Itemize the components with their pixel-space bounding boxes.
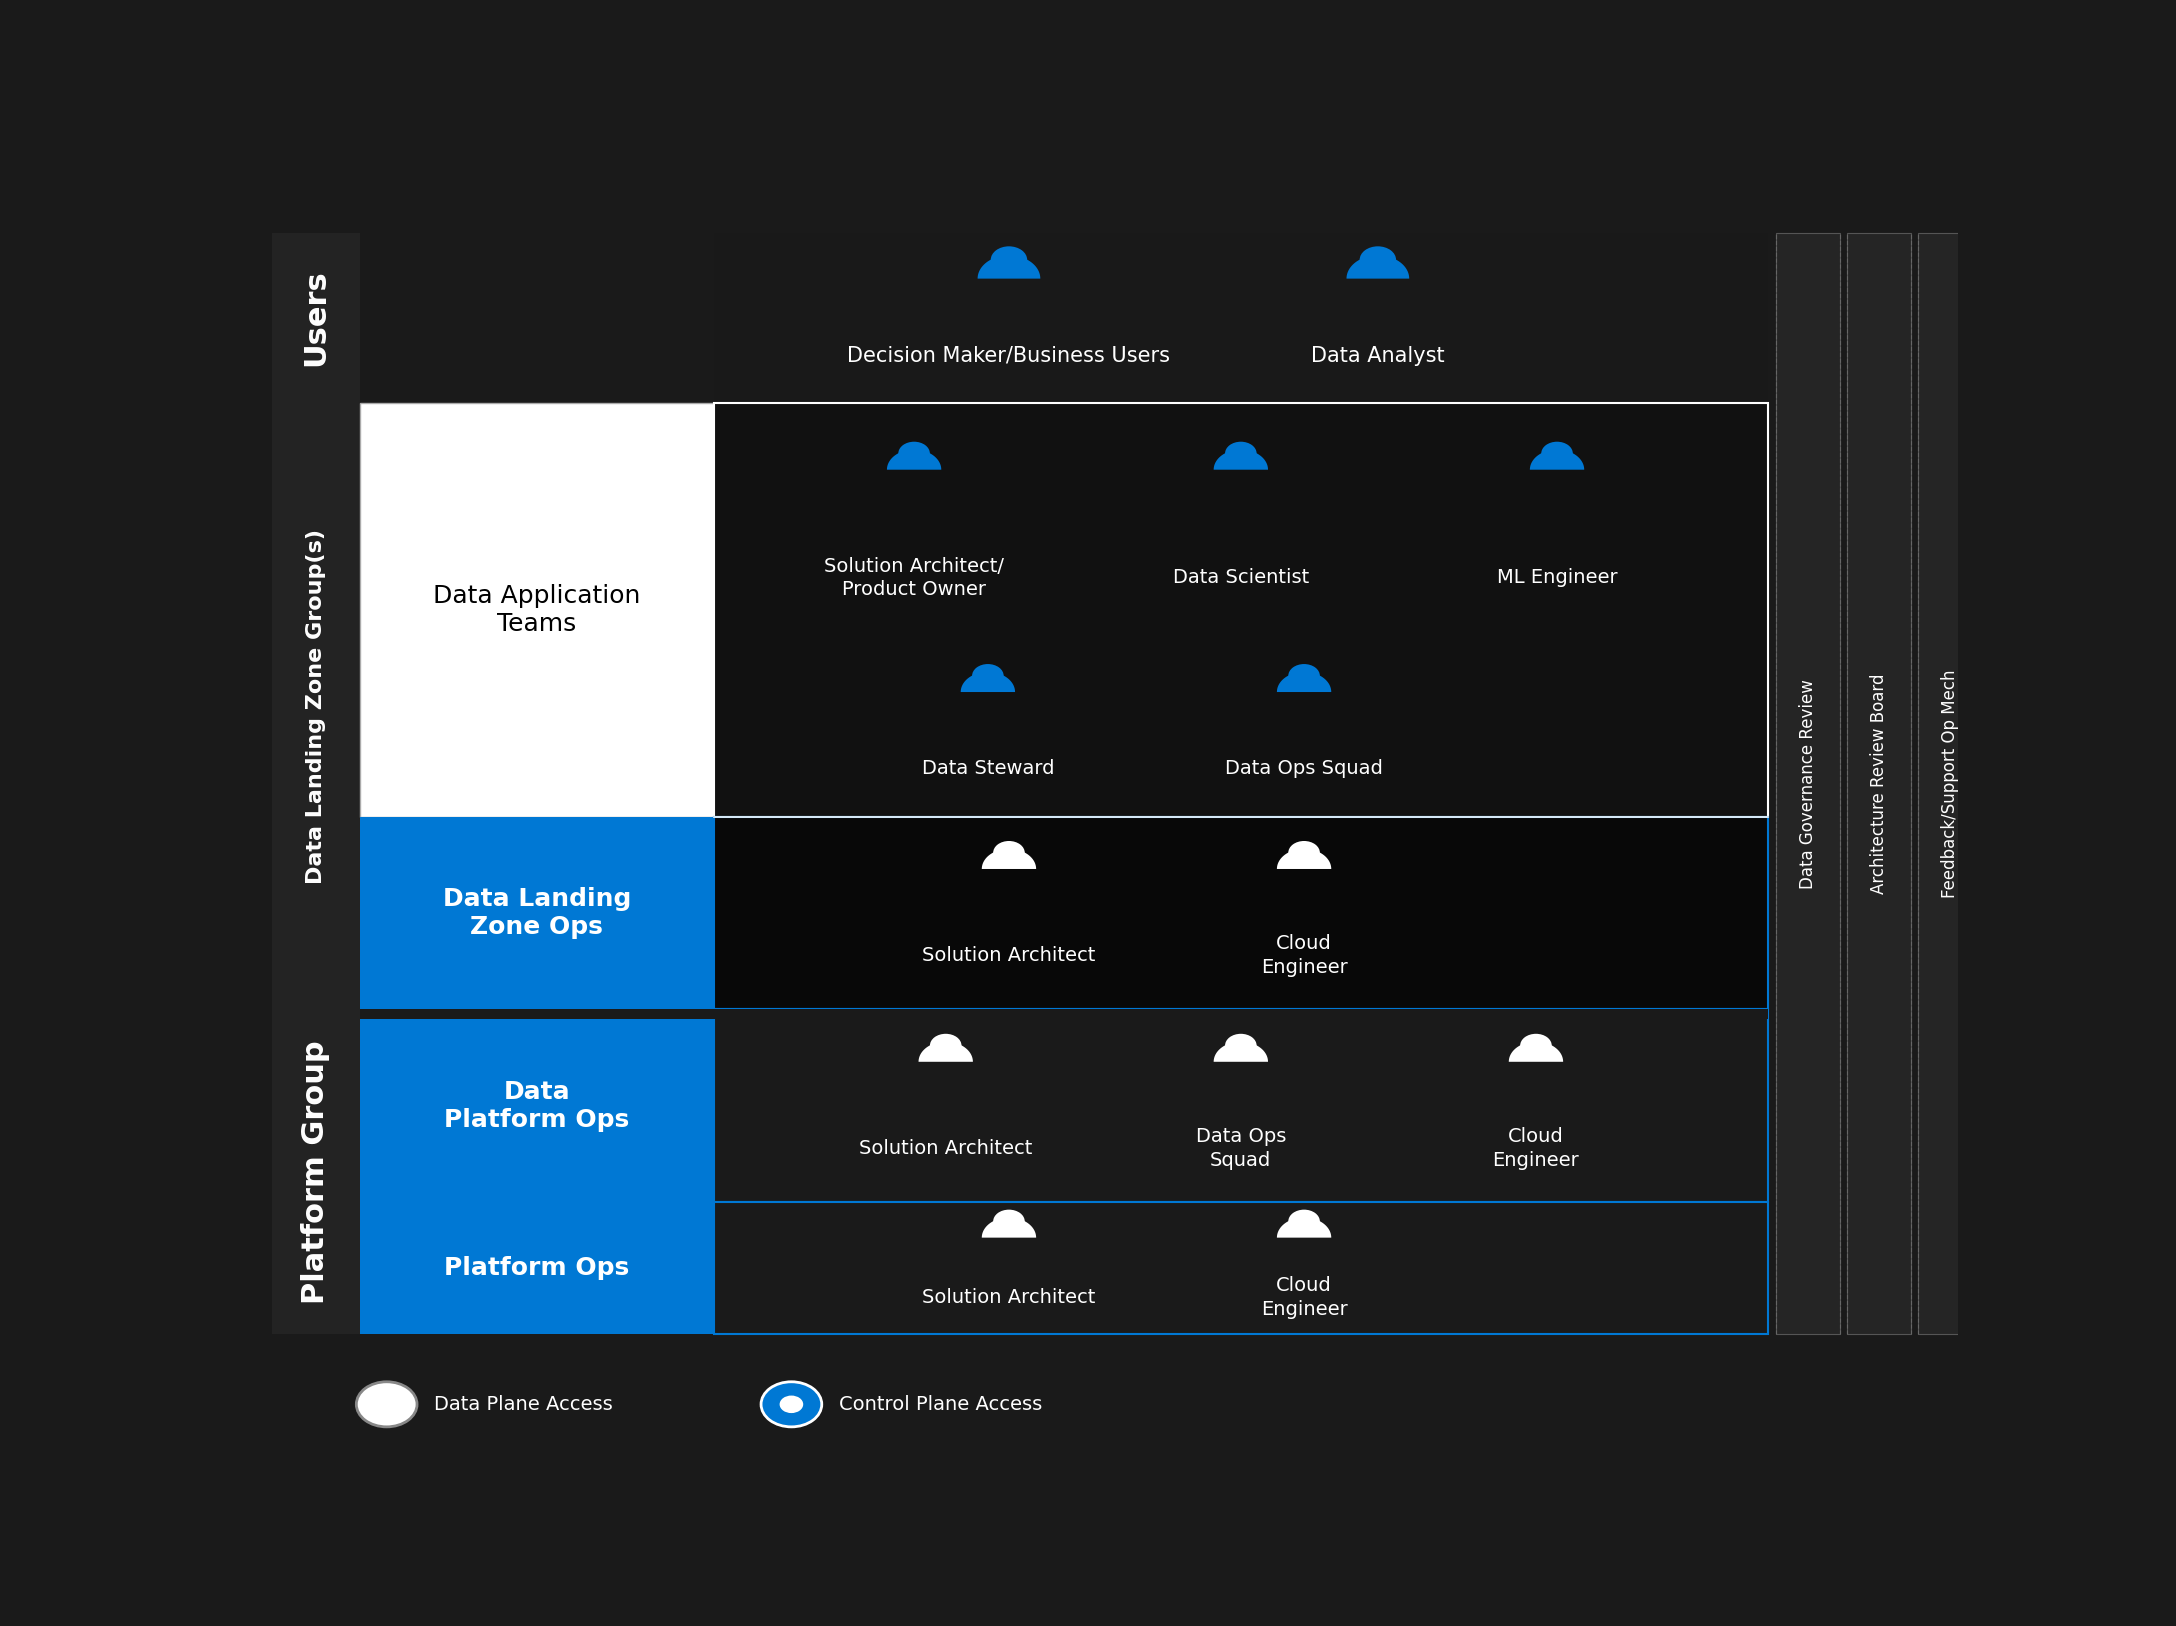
FancyBboxPatch shape: [1847, 233, 1911, 1335]
Text: Data
Platform Ops: Data Platform Ops: [444, 1080, 629, 1132]
FancyBboxPatch shape: [359, 1202, 714, 1335]
Text: Control Plane Access: Control Plane Access: [838, 1395, 1042, 1415]
Text: Cloud
Engineer: Cloud Engineer: [1260, 1276, 1347, 1319]
FancyBboxPatch shape: [359, 233, 714, 1335]
Text: Data Plane Access: Data Plane Access: [433, 1395, 614, 1415]
Text: Platform Group: Platform Group: [300, 1041, 331, 1304]
Circle shape: [929, 1034, 962, 1057]
Text: Solution Architect/
Product Owner: Solution Architect/ Product Owner: [825, 556, 1003, 600]
Circle shape: [973, 663, 1003, 688]
FancyBboxPatch shape: [359, 1010, 714, 1202]
FancyBboxPatch shape: [714, 233, 1767, 403]
Circle shape: [1225, 1034, 1256, 1057]
Text: Cloud
Engineer: Cloud Engineer: [1493, 1127, 1580, 1169]
Polygon shape: [1277, 849, 1332, 868]
Polygon shape: [1214, 449, 1269, 470]
FancyBboxPatch shape: [272, 1010, 359, 1335]
Text: Data Analyst: Data Analyst: [1312, 346, 1445, 366]
FancyBboxPatch shape: [359, 816, 714, 1010]
Text: ML Engineer: ML Engineer: [1497, 569, 1617, 587]
FancyBboxPatch shape: [272, 233, 359, 403]
Circle shape: [1288, 841, 1321, 865]
Polygon shape: [981, 1218, 1036, 1237]
FancyBboxPatch shape: [1917, 233, 1982, 1335]
Circle shape: [990, 246, 1027, 273]
Text: Solution Architect: Solution Architect: [923, 1288, 1097, 1307]
Text: Platform Ops: Platform Ops: [444, 1257, 629, 1280]
Circle shape: [1360, 246, 1397, 273]
Circle shape: [357, 1382, 418, 1428]
Circle shape: [1288, 1210, 1321, 1233]
Polygon shape: [1347, 255, 1410, 278]
Text: Feedback/Support Op Mech: Feedback/Support Op Mech: [1941, 670, 1958, 898]
Polygon shape: [1214, 1042, 1269, 1062]
Circle shape: [762, 1382, 823, 1428]
Text: Data Scientist: Data Scientist: [1173, 569, 1310, 587]
Circle shape: [1541, 442, 1573, 465]
Text: Architecture Review Board: Architecture Review Board: [1869, 673, 1889, 894]
FancyBboxPatch shape: [714, 1010, 1767, 1202]
Text: Data Ops Squad: Data Ops Squad: [1225, 759, 1384, 779]
FancyBboxPatch shape: [714, 816, 1767, 1010]
FancyBboxPatch shape: [1776, 233, 1841, 1335]
Text: Decision Maker/Business Users: Decision Maker/Business Users: [846, 346, 1171, 366]
Circle shape: [1225, 442, 1256, 465]
Polygon shape: [918, 1042, 973, 1062]
FancyBboxPatch shape: [359, 233, 1767, 403]
FancyBboxPatch shape: [359, 1010, 1767, 1020]
FancyBboxPatch shape: [272, 403, 359, 1010]
Circle shape: [992, 841, 1025, 865]
Text: Data Governance Review: Data Governance Review: [1800, 678, 1817, 888]
Circle shape: [1521, 1034, 1551, 1057]
Text: Data Ops
Squad: Data Ops Squad: [1195, 1127, 1286, 1169]
Polygon shape: [1530, 449, 1584, 470]
Circle shape: [779, 1395, 803, 1413]
Text: Solution Architect: Solution Architect: [860, 1138, 1031, 1158]
Polygon shape: [960, 672, 1014, 693]
FancyBboxPatch shape: [359, 403, 714, 816]
Text: Users: Users: [300, 270, 331, 366]
FancyBboxPatch shape: [272, 233, 359, 1335]
Polygon shape: [1277, 672, 1332, 693]
Text: Data Landing Zone Group(s): Data Landing Zone Group(s): [307, 528, 326, 885]
Circle shape: [1288, 663, 1321, 688]
Polygon shape: [1508, 1042, 1562, 1062]
Text: Data Steward: Data Steward: [923, 759, 1053, 779]
Text: Data Application
Teams: Data Application Teams: [433, 584, 640, 636]
Polygon shape: [981, 849, 1036, 868]
Polygon shape: [888, 449, 942, 470]
Polygon shape: [977, 255, 1040, 278]
FancyBboxPatch shape: [714, 403, 1767, 816]
Circle shape: [992, 1210, 1025, 1233]
Polygon shape: [1277, 1218, 1332, 1237]
Text: Cloud
Engineer: Cloud Engineer: [1260, 935, 1347, 977]
Text: Data Landing
Zone Ops: Data Landing Zone Ops: [442, 888, 631, 938]
Circle shape: [899, 442, 929, 465]
Text: Solution Architect: Solution Architect: [923, 946, 1097, 964]
FancyBboxPatch shape: [714, 1202, 1767, 1335]
FancyBboxPatch shape: [272, 1010, 1767, 1335]
